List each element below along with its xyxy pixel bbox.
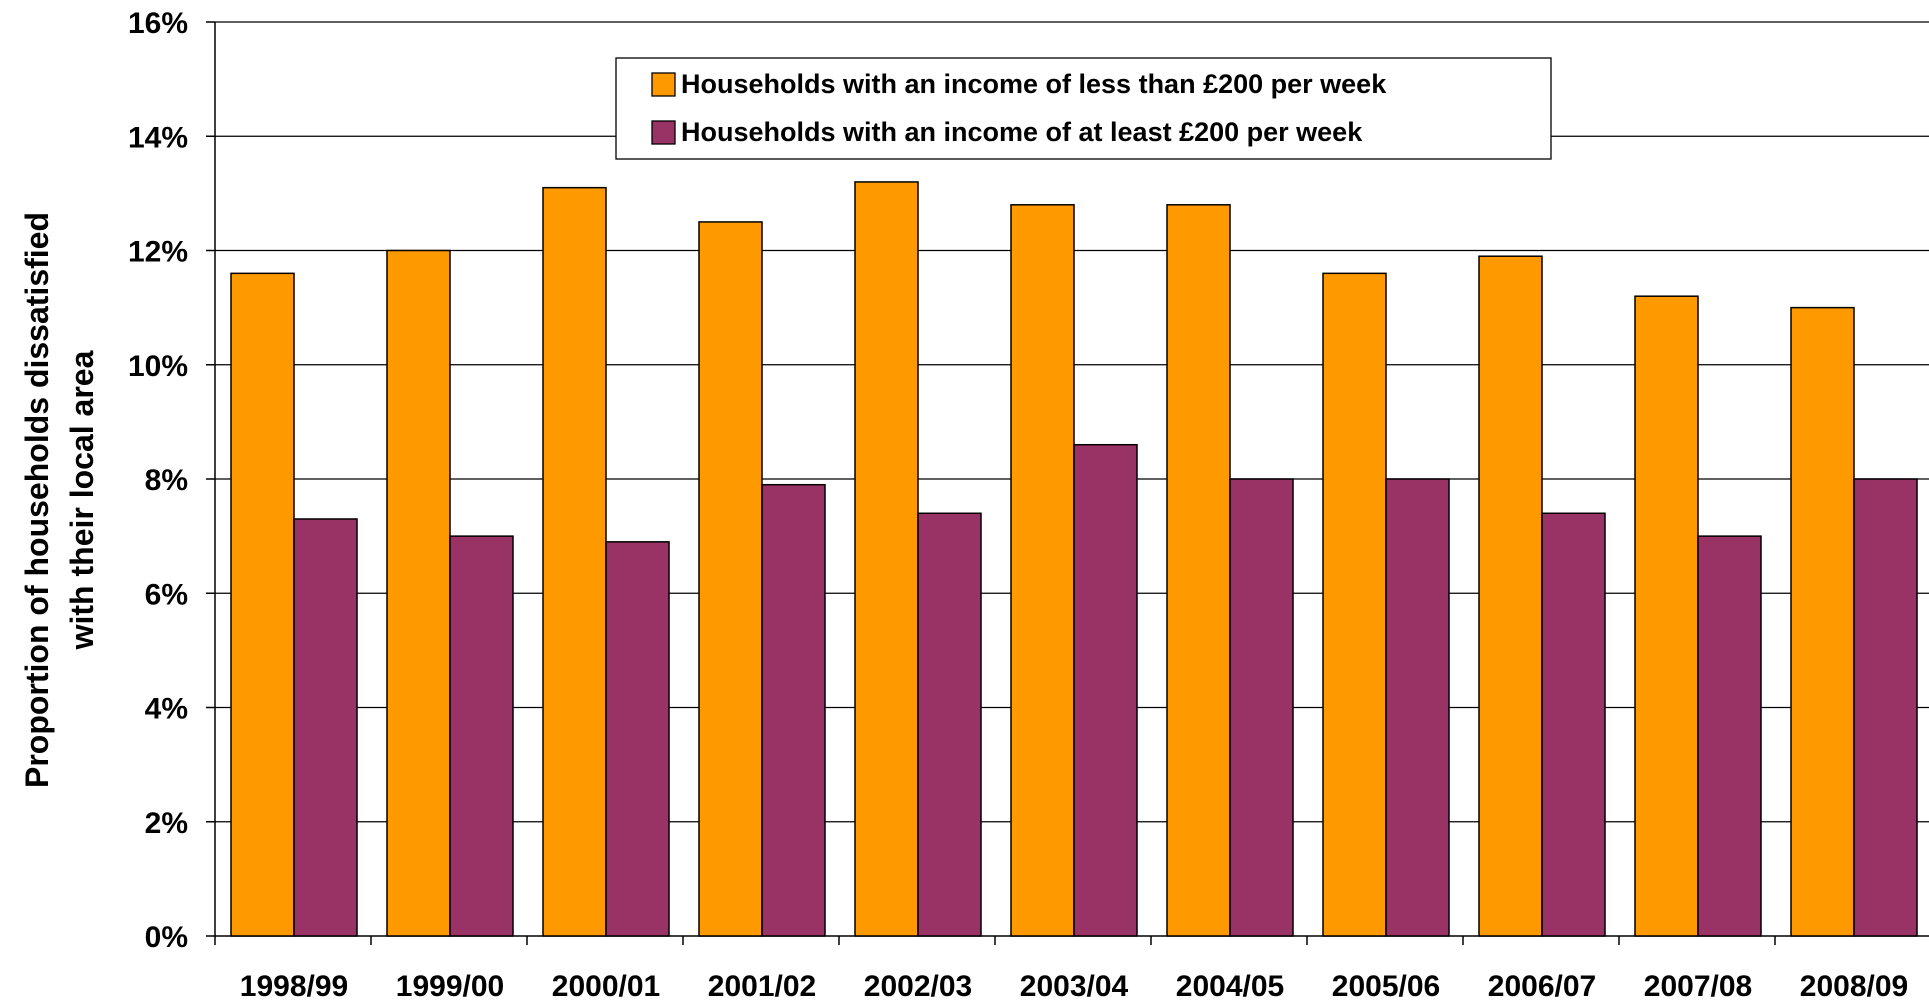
y-tick-label: 6%	[145, 578, 188, 611]
x-tick-label: 1998/99	[240, 970, 348, 1000]
y-tick-labels: 0% 2% 4% 6% 8% 10% 12% 14% 16%	[128, 7, 188, 954]
bar-series-1	[1010, 204, 1075, 937]
bar-series-2	[605, 541, 670, 937]
legend-label-series-2: Households with an income of at least £2…	[681, 117, 1363, 147]
bars	[230, 181, 1918, 937]
legend: Households with an income of less than £…	[615, 57, 1552, 160]
bar-series-2	[1853, 478, 1918, 937]
x-tick-label: 2007/08	[1644, 970, 1752, 1000]
y-axis-label-line: with their local area	[64, 350, 100, 650]
x-tick-label: 2006/07	[1488, 970, 1596, 1000]
bar-series-2	[1541, 512, 1606, 937]
legend-box	[615, 57, 1552, 160]
bar-series-1	[854, 181, 919, 937]
bar-series-2	[1697, 535, 1762, 937]
x-tick-label: 2003/04	[1020, 970, 1129, 1000]
x-tick-label: 2005/06	[1332, 970, 1440, 1000]
y-tick-label: 10%	[128, 350, 188, 383]
bar-series-1	[1634, 295, 1699, 937]
bar-series-2	[761, 483, 826, 937]
y-tick-label: 12%	[128, 236, 188, 269]
bar-series-1	[698, 221, 763, 937]
y-tick-label: 2%	[145, 807, 188, 840]
bar-series-2	[449, 535, 514, 937]
bar-series-2	[1385, 478, 1450, 937]
x-tick-label: 2000/01	[552, 970, 660, 1000]
bar-series-1	[542, 186, 607, 937]
bar-series-2	[1073, 443, 1138, 937]
bar-series-2	[293, 518, 358, 937]
y-axis-label-group: Proportion of households dissatisfied wit…	[19, 212, 100, 788]
legend-swatch-series-2	[651, 120, 676, 145]
y-axis-label: Proportion of households dissatisfied wit…	[19, 212, 100, 788]
bar-series-2	[917, 512, 982, 937]
bar-series-2	[1229, 478, 1294, 937]
y-tick-label: 14%	[128, 121, 188, 154]
bar-series-1	[1322, 272, 1387, 937]
bar-series-1	[1478, 255, 1543, 937]
x-tick-label: 2001/02	[708, 970, 816, 1000]
x-tick-label: 2002/03	[864, 970, 972, 1000]
x-tick-labels: 1998/99 1999/00 2000/01 2001/02 2002/03 2003/…	[240, 970, 1908, 1000]
bar-series-1	[1166, 204, 1231, 937]
y-tick-label: 8%	[145, 464, 188, 497]
legend-label-series-1: Households with an income of less than £…	[681, 69, 1387, 99]
bar-series-1	[1790, 306, 1855, 937]
x-tick-label: 2004/05	[1176, 970, 1284, 1000]
bar-series-1	[230, 272, 295, 937]
bar-series-1	[386, 249, 451, 937]
x-tick-label: 2008/09	[1800, 970, 1908, 1000]
y-tick-label: 4%	[145, 693, 188, 726]
x-tick-label: 1999/00	[396, 970, 504, 1000]
y-tick-label: 16%	[128, 7, 188, 40]
legend-swatch-series-1	[651, 72, 676, 97]
y-axis-label-line: Proportion of households dissatisfied	[19, 212, 55, 788]
y-tick-label: 0%	[145, 921, 188, 954]
